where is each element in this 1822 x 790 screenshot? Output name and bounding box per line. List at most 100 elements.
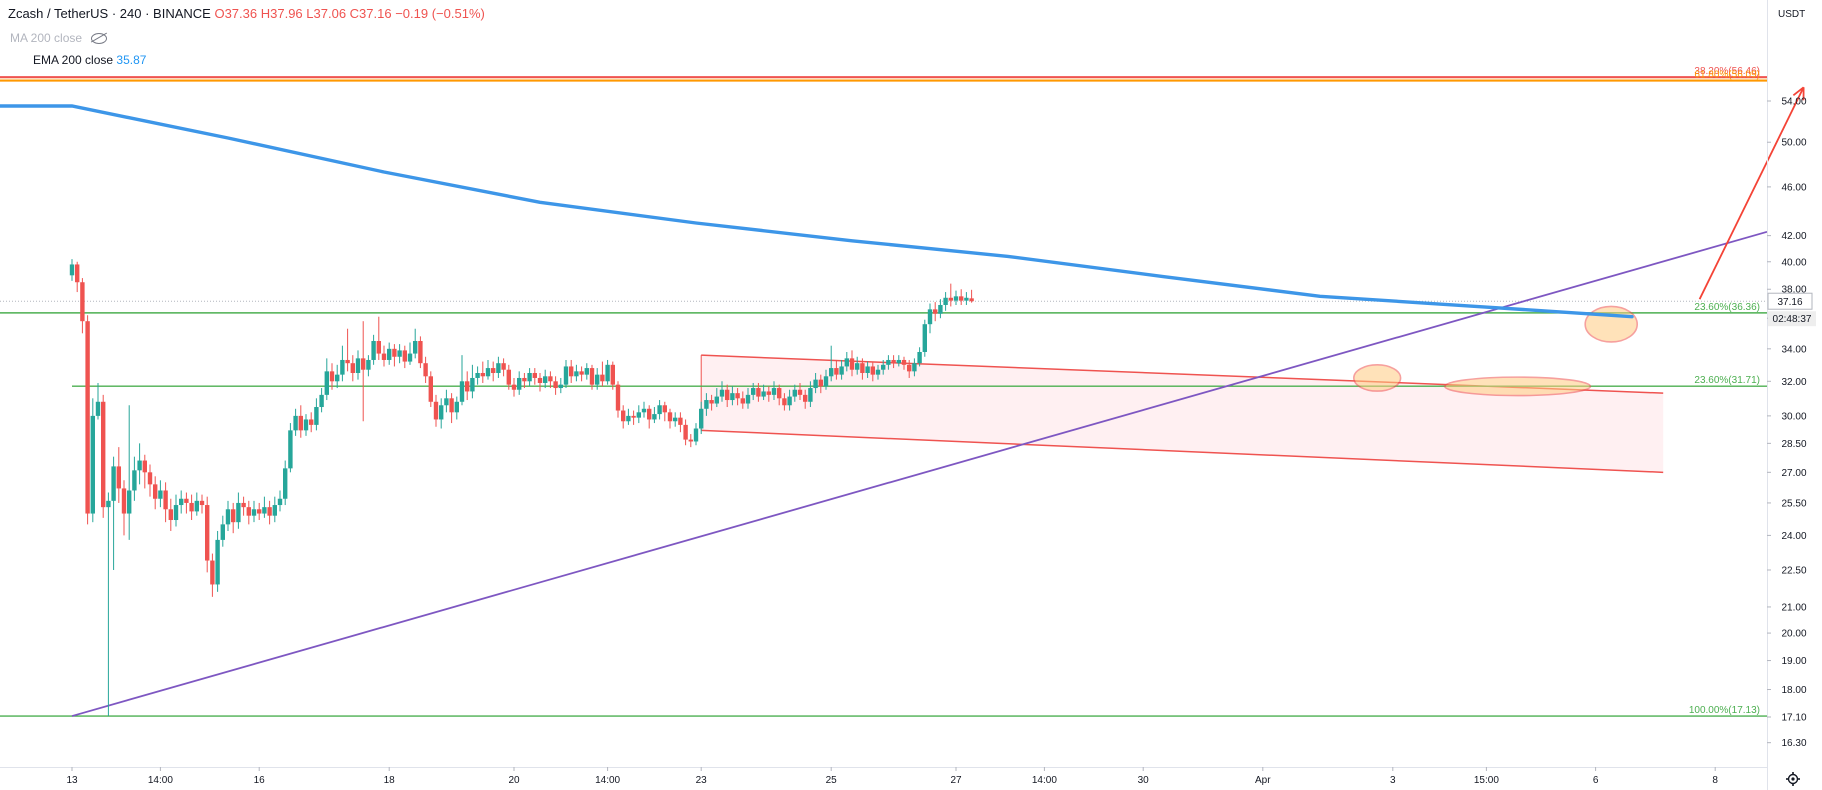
candle-body bbox=[454, 401, 459, 413]
candle bbox=[329, 363, 335, 390]
candle bbox=[262, 496, 267, 518]
currency-label: USDT bbox=[1778, 9, 1805, 20]
fib-level-label: 38.20%(56.46) bbox=[1694, 66, 1760, 77]
candle-body bbox=[667, 412, 673, 422]
candle-body bbox=[418, 341, 423, 364]
candle bbox=[719, 381, 725, 402]
ma-indicator-legend[interactable]: MA 200 close bbox=[10, 31, 108, 45]
candle-body bbox=[849, 358, 855, 370]
fib-level-label: 61.80%(56.09) bbox=[1694, 70, 1760, 81]
settings-gear-icon[interactable] bbox=[1786, 772, 1800, 786]
candle-body bbox=[147, 472, 153, 485]
time-axis[interactable]: 13 14:00 16 18 20 14:00 23 25 27 14:00 30 Apr 3 15:00… bbox=[66, 767, 1822, 786]
trendline-group bbox=[71, 230, 1768, 717]
candle-body bbox=[579, 371, 584, 375]
candle-body bbox=[901, 359, 907, 365]
candle-body bbox=[797, 389, 803, 395]
candle-body bbox=[413, 341, 418, 354]
candle bbox=[345, 328, 350, 372]
candle-body bbox=[475, 372, 480, 378]
candle-body bbox=[485, 368, 491, 377]
candle-body bbox=[215, 539, 220, 585]
candle-body bbox=[823, 376, 829, 387]
candle-body bbox=[548, 376, 553, 382]
candle bbox=[855, 356, 860, 375]
ema-indicator-legend[interactable]: EMA 200 close 35.87 bbox=[33, 53, 146, 67]
candle bbox=[589, 364, 595, 390]
candle-body bbox=[449, 398, 454, 413]
candle bbox=[127, 405, 132, 540]
candle bbox=[912, 358, 917, 377]
ohlc-open: O37.36 bbox=[214, 6, 258, 21]
candle bbox=[283, 460, 288, 506]
candle-body bbox=[709, 400, 714, 404]
candle bbox=[142, 454, 147, 489]
candle-body bbox=[506, 369, 511, 385]
symbol-name[interactable]: Zcash / TetherUS bbox=[8, 6, 109, 21]
candle bbox=[153, 476, 158, 510]
candle bbox=[626, 408, 631, 425]
time-tick-label: 30 bbox=[1138, 775, 1150, 786]
candle bbox=[829, 345, 834, 382]
candle bbox=[621, 405, 626, 429]
candle-body bbox=[532, 372, 537, 378]
candle-body bbox=[569, 366, 574, 377]
candle-body bbox=[95, 401, 101, 416]
candle-body bbox=[771, 388, 777, 395]
price-axis[interactable]: 54.0050.0046.0042.0040.0038.0036.0034.00… bbox=[1767, 97, 1816, 750]
candle bbox=[199, 494, 205, 514]
fib-band-fill bbox=[0, 77, 1767, 81]
candle-body bbox=[220, 524, 225, 540]
candle-body bbox=[246, 507, 251, 516]
candle-body bbox=[199, 500, 205, 506]
interval[interactable]: 240 bbox=[119, 6, 142, 21]
candle-body bbox=[610, 364, 615, 385]
candle bbox=[953, 290, 959, 305]
candle bbox=[896, 355, 901, 367]
candles-group bbox=[69, 259, 974, 717]
candle bbox=[366, 355, 371, 377]
time-tick-label: 6 bbox=[1593, 775, 1599, 786]
candle bbox=[407, 342, 413, 365]
candle bbox=[522, 372, 527, 389]
candle-body bbox=[678, 417, 683, 425]
candle bbox=[361, 321, 366, 422]
candle bbox=[933, 302, 938, 322]
candle bbox=[652, 407, 657, 424]
candle-body bbox=[730, 393, 735, 401]
candle bbox=[428, 371, 433, 408]
candle-body bbox=[896, 359, 901, 364]
candle bbox=[595, 368, 600, 390]
candle bbox=[771, 381, 777, 401]
candle-body bbox=[433, 401, 439, 420]
candle-body bbox=[480, 372, 485, 377]
candle-body bbox=[231, 509, 236, 523]
candle-body bbox=[132, 470, 137, 491]
candle bbox=[818, 374, 823, 394]
candle bbox=[875, 364, 881, 380]
candle-body bbox=[335, 374, 340, 382]
candle-body bbox=[439, 405, 444, 420]
countdown-label: 02:48:37 bbox=[1773, 314, 1812, 325]
candle bbox=[823, 369, 829, 390]
candle-body bbox=[465, 381, 470, 392]
candle-body bbox=[444, 398, 449, 406]
candle bbox=[257, 502, 262, 521]
candle-body bbox=[777, 388, 782, 399]
candle-body bbox=[829, 368, 834, 377]
candle-body bbox=[787, 396, 792, 406]
candle bbox=[699, 401, 704, 435]
candle-body bbox=[782, 398, 787, 406]
candle-body bbox=[251, 509, 257, 516]
ohlc-change: −0.19 (−0.51%) bbox=[395, 6, 485, 21]
time-tick-label: 14:00 bbox=[1032, 775, 1057, 786]
candle bbox=[168, 498, 173, 531]
price-tick-label: 28.50 bbox=[1781, 439, 1806, 450]
candle-body bbox=[543, 376, 548, 383]
candle-body bbox=[127, 490, 132, 514]
hidden-eye-icon[interactable] bbox=[91, 33, 108, 45]
candle bbox=[355, 350, 361, 380]
candle bbox=[251, 500, 257, 523]
candle bbox=[777, 384, 782, 406]
